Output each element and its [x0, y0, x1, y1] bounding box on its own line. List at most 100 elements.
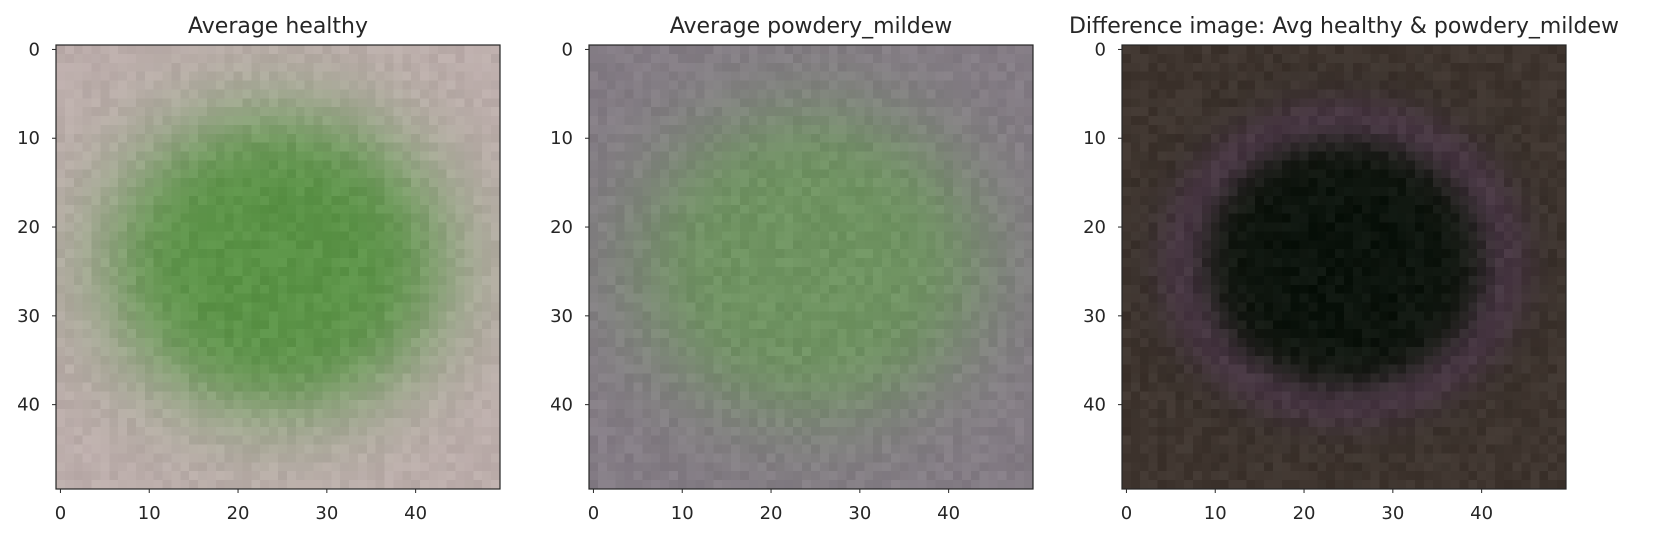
image-pixel: [393, 204, 403, 215]
image-pixel: [171, 124, 181, 135]
image-pixel: [775, 240, 785, 250]
image-pixel: [651, 71, 661, 81]
image-pixel: [473, 222, 483, 232]
image-pixel: [589, 204, 599, 215]
image-pixel: [668, 187, 679, 197]
image-pixel: [340, 195, 350, 206]
image-pixel: [82, 222, 92, 232]
image-pixel: [677, 293, 688, 303]
image-pixel: [606, 89, 617, 99]
image-pixel: [988, 142, 998, 152]
image-pixel: [171, 364, 181, 374]
image-pixel: [198, 302, 208, 312]
image-pixel: [135, 275, 146, 286]
image-pixel: [926, 45, 936, 55]
image-pixel: [864, 89, 874, 99]
image-pixel: [668, 480, 679, 490]
image-pixel: [606, 311, 617, 321]
image-pixel: [162, 231, 172, 241]
image-pixel: [91, 151, 101, 161]
image-pixel: [366, 133, 377, 144]
image-pixel: [100, 382, 110, 392]
image-pixel: [970, 160, 981, 170]
image-pixel: [811, 178, 821, 188]
image-pixel: [437, 409, 448, 419]
image-pixel: [437, 426, 448, 437]
image-pixel: [731, 187, 741, 197]
image-pixel: [286, 346, 297, 357]
image-pixel: [331, 71, 341, 81]
image-pixel: [73, 213, 84, 223]
image-pixel: [686, 133, 696, 144]
image-pixel: [651, 462, 661, 472]
image-pixel: [713, 417, 723, 428]
image-pixel: [224, 107, 234, 117]
image-pixel: [704, 346, 714, 357]
image-pixel: [162, 53, 172, 64]
image-pixel: [464, 267, 474, 277]
image-pixel: [144, 45, 155, 55]
image-pixel: [642, 346, 652, 357]
image-pixel: [189, 293, 199, 303]
image-pixel: [118, 258, 128, 268]
image-pixel: [135, 240, 146, 250]
image-pixel: [233, 160, 243, 170]
image-pixel: [233, 284, 243, 295]
image-pixel: [100, 293, 110, 303]
image-pixel: [56, 231, 66, 241]
image-pixel: [873, 151, 883, 161]
image-pixel: [322, 346, 332, 357]
image-pixel: [171, 471, 181, 481]
image-pixel: [233, 373, 243, 383]
image-pixel: [331, 258, 341, 268]
image-pixel: [686, 195, 696, 206]
image-pixel: [171, 231, 181, 241]
image-pixel: [846, 124, 856, 135]
image-pixel: [286, 195, 297, 206]
image-pixel: [589, 107, 599, 117]
image-pixel: [837, 62, 847, 73]
image-pixel: [1006, 373, 1016, 383]
image-pixel: [215, 382, 226, 392]
image-pixel: [91, 471, 101, 481]
image-pixel: [322, 293, 332, 303]
image-pixel: [375, 231, 385, 241]
image-pixel: [349, 231, 359, 241]
image-pixel: [331, 204, 341, 215]
image-pixel: [295, 195, 306, 206]
image-pixel: [64, 204, 75, 215]
image-pixel: [837, 453, 847, 463]
image-pixel: [589, 231, 599, 241]
image-pixel: [340, 160, 350, 170]
image-pixel: [482, 320, 492, 330]
image-pixel: [180, 320, 190, 330]
image-pixel: [171, 160, 181, 170]
image-pixel: [242, 98, 252, 108]
image-pixel: [713, 293, 723, 303]
image-pixel: [171, 80, 181, 90]
image-pixel: [260, 249, 270, 259]
image-pixel: [206, 338, 217, 348]
image-pixel: [837, 311, 847, 321]
image-pixel: [82, 151, 92, 161]
image-pixel: [198, 71, 208, 81]
image-pixel: [127, 284, 137, 295]
image-pixel: [91, 435, 101, 445]
image-pixel: [384, 284, 394, 295]
image-pixel: [313, 453, 323, 463]
image-pixel: [757, 373, 767, 383]
image-pixel: [917, 107, 927, 117]
image-pixel: [704, 302, 714, 312]
image-pixel: [953, 89, 963, 99]
image-pixel: [215, 293, 226, 303]
image-pixel: [606, 195, 617, 206]
image-pixel: [589, 302, 599, 312]
image-pixel: [473, 53, 483, 64]
image-pixel: [846, 284, 856, 295]
image-pixel: [295, 435, 306, 445]
image-pixel: [224, 444, 234, 454]
image-pixel: [109, 453, 119, 463]
image-pixel: [1024, 275, 1034, 286]
image-pixel: [286, 355, 297, 366]
image-pixel: [846, 258, 856, 268]
